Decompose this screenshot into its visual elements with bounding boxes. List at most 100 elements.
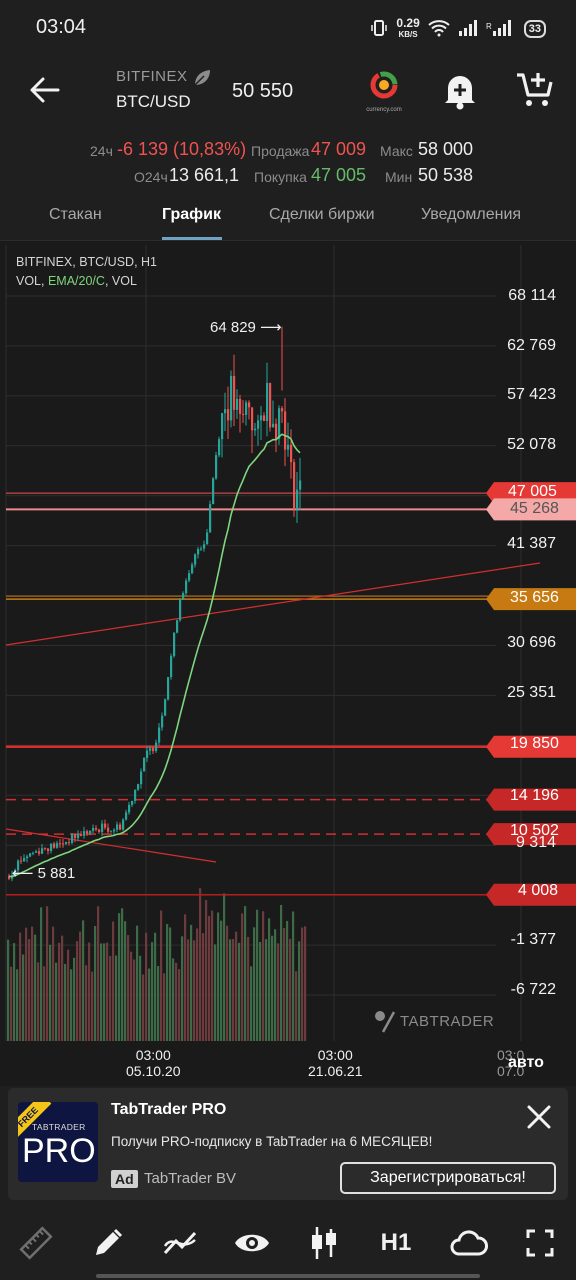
currency-com-logo[interactable]: currency.com	[362, 70, 406, 113]
volume-bar	[244, 906, 247, 1041]
net-speed-value: 0.29	[396, 16, 420, 30]
candle-body	[221, 413, 224, 440]
volume-bar	[160, 910, 163, 1041]
add-to-cart-icon[interactable]	[514, 70, 554, 115]
tab-notifications[interactable]: Уведомления	[421, 206, 522, 223]
level-tag-19850: 19 850	[510, 735, 559, 752]
tab-exchange-trades[interactable]: Сделки биржи	[269, 206, 375, 223]
candle-body	[113, 829, 116, 832]
volume-bar	[199, 888, 202, 1041]
candle-body	[167, 677, 170, 700]
price-axis-label: 41 387	[507, 535, 556, 552]
volume-bar	[223, 893, 226, 1041]
volume-bar	[145, 932, 148, 1041]
candle-body	[275, 423, 278, 439]
volume-bar	[112, 921, 115, 1041]
volume-bar	[88, 942, 91, 1041]
volume-bar	[232, 939, 235, 1041]
volume-bar	[34, 934, 37, 1041]
ad-register-button[interactable]: Зарегистрироваться!	[340, 1162, 556, 1194]
volume-bar	[58, 942, 61, 1041]
time-label-time: 03:00	[135, 1047, 171, 1063]
vibrate-icon	[370, 19, 388, 40]
ruler-icon[interactable]	[16, 1223, 56, 1263]
time-label-time: 03:0	[497, 1047, 525, 1063]
indicator-vol-2: , VOL	[104, 274, 137, 288]
tab-chart[interactable]: График	[162, 206, 221, 223]
candle-body	[218, 439, 221, 456]
volume-bars	[7, 888, 307, 1041]
price-axis-label: 25 351	[507, 684, 556, 701]
price-tags	[486, 482, 576, 906]
volume-bar	[64, 963, 67, 1041]
price-axis-label: 52 078	[507, 436, 556, 453]
candle-body	[242, 413, 245, 415]
price-axis-label: 68 114	[508, 287, 556, 304]
sell-value: 47 009	[311, 139, 367, 159]
candle-body	[35, 851, 38, 853]
volume-bar	[103, 943, 106, 1041]
indicators-icon[interactable]	[160, 1223, 200, 1263]
indicator-ema: EMA/20/C	[47, 274, 105, 288]
candle-body	[212, 478, 215, 505]
volume-bar	[121, 908, 124, 1041]
volume-bar	[124, 921, 127, 1041]
min-value: 50 538	[418, 165, 474, 185]
candle-body	[266, 383, 269, 421]
time-label-date: 05.10.20	[126, 1063, 181, 1079]
pencil-icon[interactable]	[88, 1223, 128, 1263]
volume-bar	[82, 920, 85, 1041]
level-tag-bg	[486, 588, 576, 611]
candle-body	[125, 812, 128, 820]
candle-body	[23, 858, 26, 862]
candle-body	[77, 833, 80, 838]
volume-bar	[268, 918, 271, 1041]
candle-body	[143, 757, 146, 772]
fullscreen-icon[interactable]	[520, 1223, 560, 1263]
cloud-icon[interactable]	[446, 1223, 492, 1263]
candle-body	[146, 750, 149, 758]
candle-body	[137, 784, 140, 790]
volume-bar	[262, 911, 265, 1041]
volume-bar	[283, 928, 286, 1041]
eye-icon[interactable]	[232, 1223, 272, 1263]
volume-bar	[19, 932, 22, 1041]
volume-bar	[250, 966, 253, 1041]
close-icon[interactable]	[522, 1100, 556, 1139]
candle-body	[101, 823, 104, 832]
add-alert-bell-icon[interactable]	[440, 70, 480, 115]
volume-bar	[76, 941, 79, 1041]
volume-bar	[127, 935, 130, 1041]
back-arrow-icon[interactable]	[28, 73, 62, 107]
volume-bar	[16, 969, 19, 1041]
chart-canvas[interactable]	[0, 241, 576, 1086]
price-axis-label: -1 377	[510, 931, 556, 948]
volume-bar	[46, 906, 49, 1041]
volume-bar	[178, 969, 181, 1041]
candle-body	[95, 828, 98, 830]
candle-body	[140, 771, 143, 785]
candle-body	[278, 408, 281, 439]
volume-bar	[241, 913, 244, 1041]
candlestick-icon[interactable]	[304, 1223, 344, 1263]
candle-body	[92, 828, 95, 831]
ad-icon-text: PRO	[22, 1132, 96, 1170]
price-chart[interactable]: BITFINEX, BTC/USD, H1 VOL, EMA/20/C, VOL…	[0, 241, 576, 1086]
ad-banner[interactable]: FREE TABTRADER PRO TabTrader PRO Получи …	[8, 1088, 568, 1200]
buy-label: Покупка	[254, 169, 307, 185]
tab-order-book[interactable]: Стакан	[49, 206, 102, 223]
ad-title[interactable]: TabTrader PRO	[111, 1101, 227, 1118]
level-tag-45268: 45 268	[510, 500, 559, 517]
candle-body	[50, 843, 53, 852]
candle-body	[107, 827, 110, 832]
auto-scale-button[interactable]: авто	[508, 1054, 544, 1071]
volume-bar	[22, 954, 25, 1041]
candle-body	[296, 489, 299, 510]
volume-bar	[226, 925, 229, 1041]
volume-bar	[49, 944, 52, 1041]
price-axis-label: 62 769	[507, 337, 556, 354]
time-label-time: 03:00	[317, 1047, 353, 1063]
volume-bar	[217, 912, 220, 1041]
timeframe-button[interactable]: H1	[374, 1223, 418, 1263]
ad-app-icon[interactable]: FREE TABTRADER PRO	[18, 1102, 98, 1182]
